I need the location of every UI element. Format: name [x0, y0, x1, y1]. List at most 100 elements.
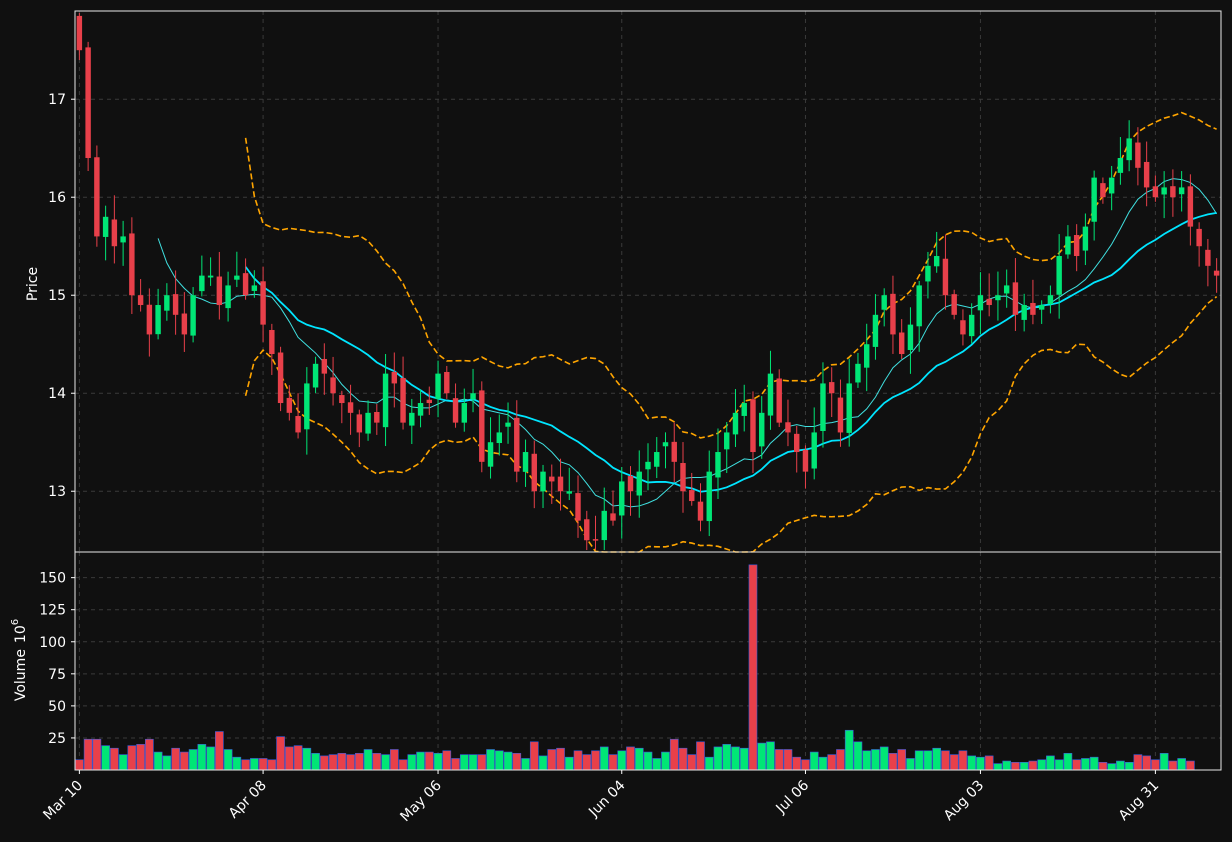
volume-bar: [529, 741, 539, 771]
volume-bar: [713, 746, 723, 771]
candle-body: [1126, 138, 1132, 161]
volume-bar: [372, 753, 382, 771]
volume-bar: [1072, 759, 1081, 771]
candle-body: [304, 383, 310, 430]
volume-bar: [547, 749, 557, 771]
volume-bar: [661, 751, 670, 771]
candle-body: [855, 363, 861, 383]
volume-bar: [223, 749, 233, 771]
volume-bar: [328, 754, 338, 771]
candle-body: [514, 417, 520, 472]
volume-bar: [608, 754, 618, 771]
volume-bar: [145, 738, 154, 771]
volume-bar: [442, 750, 452, 771]
volume-tick-label: 125: [39, 603, 66, 619]
candle-body: [549, 476, 555, 482]
volume-bar: [556, 747, 565, 771]
volume-bar: [748, 564, 758, 771]
volume-bar: [424, 751, 434, 771]
volume-axis-label-power: 6: [10, 619, 21, 625]
volume-bar: [914, 750, 924, 771]
candle-body: [479, 390, 485, 462]
volume-bar: [897, 749, 907, 771]
volume-bar: [83, 738, 93, 771]
volume-bar: [836, 749, 845, 771]
candle-body: [409, 412, 415, 426]
volume-bar: [591, 750, 600, 771]
price-tick-label: 13: [48, 484, 66, 500]
volume-bar: [92, 738, 102, 771]
candle-body: [584, 519, 590, 541]
candle-body: [933, 256, 940, 267]
candle-body: [531, 453, 537, 492]
candle-body: [164, 295, 170, 311]
volume-bar: [722, 744, 732, 771]
volume-bar: [267, 759, 277, 771]
volume-bar: [521, 758, 530, 771]
candle-body: [977, 295, 984, 311]
volume-bar: [1037, 759, 1046, 771]
price-axis-label: Price: [25, 267, 41, 301]
candle-body: [794, 433, 800, 453]
candle-body: [968, 314, 975, 337]
candle-body: [592, 539, 599, 541]
volume-bar: [704, 756, 714, 771]
volume-bar: [634, 747, 644, 771]
upper-band-line: [244, 111, 1217, 439]
volume-bar: [293, 745, 303, 771]
candle-body: [898, 332, 905, 355]
candle-body: [820, 383, 826, 432]
volume-bar: [241, 759, 250, 771]
volume-bar: [1063, 753, 1073, 771]
candle-body: [356, 414, 363, 433]
candle-body: [435, 373, 441, 399]
volume-bar: [101, 745, 110, 771]
candle-body: [417, 403, 424, 416]
candle-body: [1065, 236, 1071, 255]
volume-bar: [1186, 760, 1195, 771]
volume-bar: [879, 746, 889, 771]
candle-body: [1196, 228, 1202, 247]
volume-bar: [643, 751, 653, 771]
candle-body: [566, 491, 572, 494]
volume-bar: [337, 753, 347, 771]
volume-bar: [617, 750, 627, 771]
volume-bar: [486, 749, 495, 771]
volume-axis-label-base: 10: [13, 625, 29, 643]
candle-body: [321, 358, 328, 374]
candle-body: [382, 373, 389, 428]
volume-bar: [818, 756, 828, 771]
volume-bar: [564, 756, 574, 771]
candle-body: [1205, 249, 1211, 266]
candle-body: [452, 398, 459, 423]
candle-body: [1021, 305, 1027, 320]
volume-tick-label: 75: [48, 667, 66, 683]
volume-bar: [792, 756, 802, 771]
volume-bar: [319, 755, 329, 771]
volume-bar: [381, 754, 390, 771]
volume-bar: [1054, 759, 1064, 771]
volume-bar: [871, 749, 880, 771]
volume-bar: [180, 751, 189, 771]
candle-body: [225, 285, 231, 309]
candle-body: [636, 471, 642, 496]
candle-body: [846, 383, 852, 433]
candle-body: [1152, 186, 1159, 198]
volume-bar: [1089, 756, 1099, 771]
volume-bar: [354, 753, 364, 771]
candle-body: [1082, 226, 1089, 251]
volume-bar: [285, 746, 294, 771]
candle-body: [470, 393, 476, 400]
volume-bar: [197, 744, 207, 771]
volume-bar: [652, 758, 662, 771]
volume-bar: [398, 759, 408, 771]
candle-body: [330, 377, 336, 394]
volume-bar: [1107, 763, 1116, 771]
candle-body: [706, 471, 712, 522]
candle-body: [610, 513, 616, 521]
candle-body: [277, 352, 284, 404]
candle-body: [689, 490, 695, 502]
candle-body: [260, 281, 266, 325]
candle-body: [942, 258, 949, 296]
